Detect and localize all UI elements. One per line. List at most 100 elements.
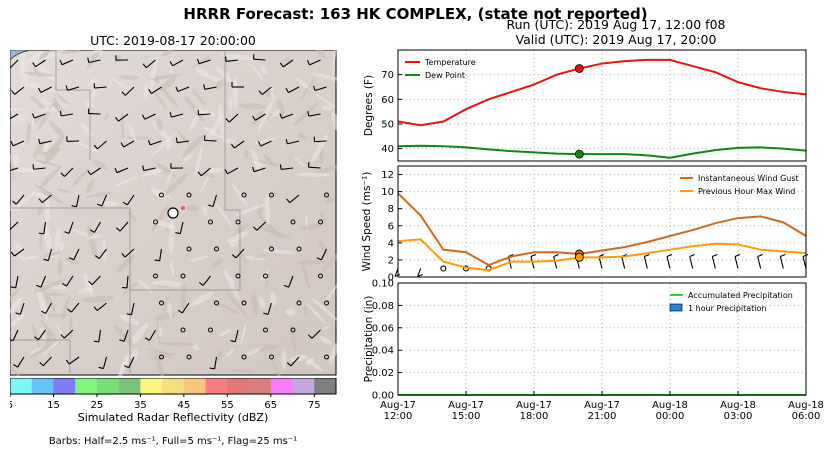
y-tick-label: 12 [381, 170, 394, 181]
valid-time-marker [574, 149, 584, 159]
wind-barb [148, 140, 162, 146]
water-body [10, 50, 31, 61]
chart-panel-1: 0 2 4 6 8 10 12 Wind Speed (ms⁻¹) Instantaneous … [361, 165, 809, 284]
wind-barb [41, 302, 52, 314]
wind-barb [65, 85, 80, 91]
colorbar-frame [10, 378, 337, 395]
wind-barb [252, 54, 266, 61]
wind-barb [13, 356, 25, 368]
wind-barb [203, 84, 217, 90]
wind-barb [279, 113, 294, 119]
x-tick-label-time: 18:00 [520, 411, 549, 422]
legend-label: Dew Point [425, 71, 465, 80]
wind-barb [231, 248, 245, 259]
wind-barb [59, 59, 74, 66]
calm-wind-circle [159, 192, 164, 198]
wind-barb [65, 356, 80, 365]
y-tick-label: 4 [388, 238, 394, 249]
wind-barb [93, 302, 107, 311]
x-tick-label-date: Aug-18 [720, 400, 756, 411]
wind-barb [307, 162, 321, 169]
wind-barb [313, 136, 327, 143]
wind-barb [279, 164, 294, 171]
calm-wind-circle [324, 192, 329, 198]
wind-barb [313, 85, 327, 92]
wind-barb [169, 59, 184, 67]
wind-barb [10, 275, 19, 289]
wind-barb [32, 59, 46, 68]
calm-wind-circle [153, 219, 158, 225]
timeline-barb [643, 253, 650, 269]
timeline-barb [553, 253, 559, 269]
wind-barb [252, 113, 266, 121]
calm-wind-circle [318, 219, 323, 225]
timeline-barb [734, 253, 741, 269]
colorbar-swatch [75, 378, 98, 394]
run-valid-info: Run (UTC): 2019 Aug 17, 12:00 f08 Valid … [398, 17, 831, 47]
wind-barb [231, 82, 244, 88]
y-tick-label: 6 [388, 221, 394, 232]
colorbar-label: Simulated Radar Reflectivity (dBZ) [77, 411, 269, 424]
calm-wind-circle [241, 354, 247, 360]
calm-wind-circle [290, 219, 296, 225]
wind-barb [71, 194, 80, 208]
wind-barb [286, 356, 300, 367]
calm-wind-circle [186, 354, 192, 360]
calm-wind-circle [153, 273, 158, 279]
colorbar-swatch [162, 378, 185, 394]
wind-barb [32, 164, 46, 170]
x-tick-label-date: Aug-18 [652, 400, 688, 411]
x-tick-label-date: Aug-18 [788, 400, 824, 411]
wind-barb [203, 135, 217, 142]
wind-barb [252, 221, 266, 231]
wind-barb [10, 113, 19, 120]
x-tick-label-time: 03:00 [724, 411, 753, 422]
wind-barb [144, 329, 156, 341]
y-tick-label: 10 [381, 187, 394, 198]
timeline-barb [689, 253, 695, 269]
calm-wind-circle [269, 354, 274, 360]
wind-barb [96, 194, 108, 207]
wind-barb [10, 329, 19, 342]
barbs-legend-note: Barbs: Half=2.5 ms⁻¹, Full=5 ms⁻¹, Flag=… [48, 436, 298, 447]
wind-barb [124, 356, 135, 369]
timeline-barb [757, 253, 763, 269]
figure-title: HRRR Forecast: 163 HK COMPLEX, (state no… [183, 5, 648, 23]
wind-barb [169, 112, 184, 118]
calm-wind-circle [235, 219, 241, 225]
calm-wind-circles [153, 192, 329, 360]
wind-barb [36, 275, 47, 288]
calm-wind-circle [186, 192, 192, 198]
wind-barb [38, 138, 52, 145]
wind-barb [197, 58, 211, 65]
wind-barb [67, 302, 80, 313]
wind-barb [307, 329, 321, 339]
x-tick-label-date: Aug-17 [516, 400, 552, 411]
wind-barb [285, 138, 300, 145]
colorbar-tick-label: 65 [264, 400, 277, 410]
timeline-barb [779, 253, 786, 269]
legend-label: Previous Hour Max Wind [698, 187, 795, 196]
fire-location-marker [167, 207, 179, 219]
y-tick-label: 0.10 [372, 279, 394, 290]
timeline-barb [417, 268, 423, 277]
calm-wind-circle [180, 327, 186, 333]
y-axis-label: Wind Speed (ms⁻¹) [361, 172, 373, 272]
wind-barbs-map [10, 54, 327, 370]
wind-barbs-timeline [394, 253, 809, 277]
wind-barb [224, 167, 239, 175]
colorbar-tick-label: 35 [134, 400, 147, 410]
wind-barb [154, 248, 163, 262]
x-tick-label-date: Aug-17 [448, 400, 484, 411]
wind-barb [12, 194, 25, 205]
wind-barb [170, 163, 184, 169]
fire-hotspot-icon [181, 206, 185, 210]
y-axis-label: Precipitation (in) [363, 296, 375, 383]
x-axis: Aug-1712:00Aug-1715:00Aug-1718:00Aug-172… [380, 391, 824, 422]
wind-barb [38, 194, 52, 203]
radar-map [10, 50, 337, 376]
wind-barb [197, 167, 211, 177]
wind-barb [121, 248, 135, 258]
chart-panel-0: 40 50 60 70 Degrees (F) Temperature Dew Point [363, 49, 807, 162]
y-tick-label: 50 [381, 120, 394, 131]
